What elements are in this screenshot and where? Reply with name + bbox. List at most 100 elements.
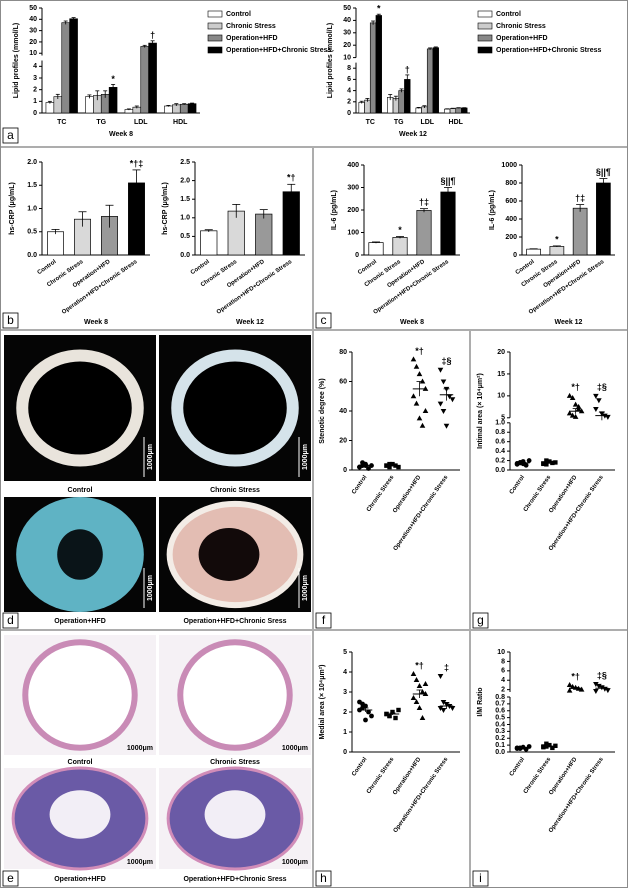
significance-mark: ‡§ xyxy=(597,670,607,680)
panel-letter: f xyxy=(322,613,326,627)
y-tick-label: 4 xyxy=(343,669,347,676)
data-point xyxy=(547,459,552,464)
y-tick-label: 0.0 xyxy=(180,252,190,259)
bar xyxy=(164,105,173,114)
data-point xyxy=(396,707,401,713)
data-point xyxy=(390,461,395,467)
panel-letter: e xyxy=(7,871,14,885)
lumen xyxy=(57,529,103,580)
y-tick-label: 1.5 xyxy=(180,196,190,203)
y-tick-label: 0 xyxy=(347,110,351,117)
legend-swatch xyxy=(207,46,223,54)
x-tick-label: HDL xyxy=(173,119,188,126)
panel-letter-box xyxy=(2,127,19,144)
scale-bar-label: 1000μm xyxy=(127,745,153,752)
y-tick-label: 1 xyxy=(33,98,37,105)
scale-bar-label: 1000μm xyxy=(147,444,154,470)
data-point xyxy=(387,464,392,470)
y-tick-label: 0.0 xyxy=(495,467,505,474)
data-point xyxy=(422,681,429,686)
photo-caption: Chronic Stress xyxy=(210,759,260,766)
x-tick-label: LDL xyxy=(134,119,148,126)
y-tick-label: 30 xyxy=(343,30,351,37)
bar xyxy=(549,246,565,256)
y-tick-label: 0 xyxy=(513,252,517,259)
y-tick-label: 200 xyxy=(505,234,517,241)
x-axis-label: Week 12 xyxy=(555,319,583,326)
y-tick-label: 0 xyxy=(355,252,359,259)
bar xyxy=(282,191,300,256)
lumen xyxy=(49,790,111,839)
photo-caption: Operation+HFD+Chronic Sress xyxy=(183,618,286,625)
y-axis-label: I/M Ratio xyxy=(477,687,484,716)
panel-letter: g xyxy=(477,613,484,627)
y-tick-label: 400 xyxy=(505,216,517,223)
panel-letter-box xyxy=(2,312,19,329)
data-point xyxy=(387,713,392,719)
significance-mark: * xyxy=(377,4,381,14)
y-tick-label: 0 xyxy=(33,110,37,117)
data-point xyxy=(366,466,371,471)
lumen xyxy=(204,790,266,839)
data-point xyxy=(393,715,398,721)
y-tick-label: 2.0 xyxy=(27,159,37,166)
data-point xyxy=(526,458,532,463)
data-point xyxy=(437,706,444,711)
y-tick-label: 0.5 xyxy=(27,229,37,236)
y-tick-label: 1.0 xyxy=(180,215,190,222)
x-tick-label: TC xyxy=(57,119,66,126)
panel-letter: a xyxy=(7,128,14,142)
y-tick-label: 3 xyxy=(343,689,347,696)
legend-label: Operation+HFD xyxy=(496,35,548,42)
bar xyxy=(61,22,70,114)
y-tick-label: 1.0 xyxy=(495,420,505,427)
y-axis-label: Medial area (× 10⁴μm²) xyxy=(319,665,326,740)
panel-letter: d xyxy=(7,613,14,627)
photo-caption: Operation+HFD xyxy=(54,876,106,883)
panel-letter: c xyxy=(321,313,327,327)
y-tick-label: 15 xyxy=(497,371,505,378)
data-point xyxy=(593,407,599,413)
data-point xyxy=(440,700,447,705)
y-tick-label: 6 xyxy=(501,668,505,675)
data-point xyxy=(419,689,426,694)
bar xyxy=(444,108,451,114)
significance-mark: §||¶ xyxy=(440,176,455,186)
data-point xyxy=(440,379,447,385)
scale-bar-label: 1000μm xyxy=(147,575,154,601)
y-tick-label: 800 xyxy=(505,180,517,187)
data-point xyxy=(566,687,573,693)
legend-swatch xyxy=(477,10,493,18)
y-tick-label: 0.2 xyxy=(495,457,505,464)
y-tick-label: 0.4 xyxy=(495,721,505,728)
data-point xyxy=(596,398,602,404)
bar xyxy=(455,107,462,114)
bar xyxy=(69,18,78,114)
y-tick-label: 400 xyxy=(347,162,359,169)
y-tick-label: 2 xyxy=(343,709,347,716)
significance-mark: §||¶ xyxy=(596,167,611,177)
y-axis-label: Intimal area (× 10⁴μm²) xyxy=(477,373,484,449)
scale-bar-label: 1000μm xyxy=(282,745,308,752)
y-tick-label: 20 xyxy=(497,349,505,356)
legend-swatch xyxy=(207,34,223,42)
y-tick-label: 1.0 xyxy=(27,205,37,212)
data-point xyxy=(437,367,444,373)
y-tick-label: 1.5 xyxy=(27,182,37,189)
x-tick-label: TC xyxy=(366,119,375,126)
data-point xyxy=(410,393,417,399)
y-tick-label: 0.5 xyxy=(180,233,190,240)
data-point xyxy=(569,395,576,401)
y-tick-label: 300 xyxy=(347,184,359,191)
legend-label: Control xyxy=(496,11,521,18)
y-tick-label: 0.0 xyxy=(27,252,37,259)
scale-bar-label: 1000μm xyxy=(302,444,309,470)
data-point xyxy=(413,677,420,682)
data-point xyxy=(440,708,447,713)
y-tick-label: 0.6 xyxy=(495,708,505,715)
y-tick-label: 50 xyxy=(343,5,351,12)
y-tick-label: 60 xyxy=(339,378,347,385)
y-tick-label: 40 xyxy=(343,17,351,24)
data-point xyxy=(422,408,429,413)
photo-caption: Control xyxy=(68,487,93,494)
